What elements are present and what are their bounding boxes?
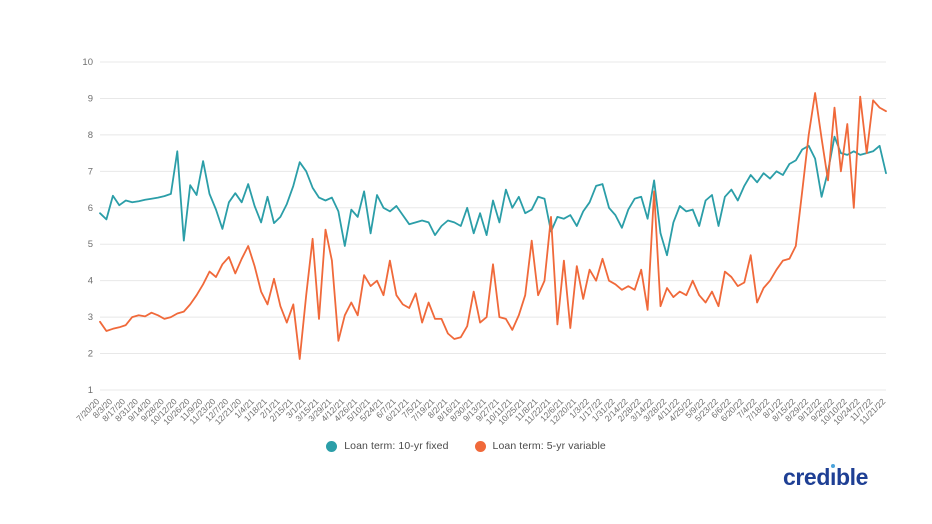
y-tick-label: 10 <box>82 57 93 68</box>
y-tick-label: 2 <box>88 349 93 360</box>
series-line-5yr-variable <box>99 92 887 360</box>
y-tick-label: 8 <box>88 130 93 141</box>
legend-item-10yr-fixed: Loan term: 10-yr fixed <box>326 440 448 452</box>
credible-logo-suffix: ble <box>835 464 868 490</box>
y-tick-label: 7 <box>88 166 93 177</box>
legend-label-10yr-fixed: Loan term: 10-yr fixed <box>344 440 449 452</box>
loan-rates-line-chart: 123456789107/20/208/3/208/17/208/31/209/… <box>74 57 887 427</box>
legend-item-5yr-variable: Loan term: 5-yr variable <box>474 440 606 452</box>
y-tick-label: 9 <box>88 93 93 104</box>
credible-logo-prefix: cred <box>782 464 830 490</box>
y-tick-label: 1 <box>88 385 93 396</box>
teal-series-dot-icon <box>326 440 338 452</box>
legend-label-5yr-variable: Loan term: 5-yr variable <box>492 440 606 452</box>
credible-logo-i: ı <box>829 463 836 490</box>
y-tick-label: 4 <box>88 276 93 287</box>
chart-legend: Loan term: 10-yr fixed Loan term: 5-yr v… <box>0 440 932 452</box>
credible-logo: credı ble <box>783 462 868 492</box>
credible-logo-i-dot-icon <box>830 463 836 468</box>
y-tick-label: 5 <box>88 239 93 250</box>
y-tick-label: 3 <box>88 312 93 323</box>
orange-series-dot-icon <box>474 440 486 452</box>
y-tick-label: 6 <box>88 203 93 214</box>
series-line-10yr-fixed <box>99 135 887 257</box>
